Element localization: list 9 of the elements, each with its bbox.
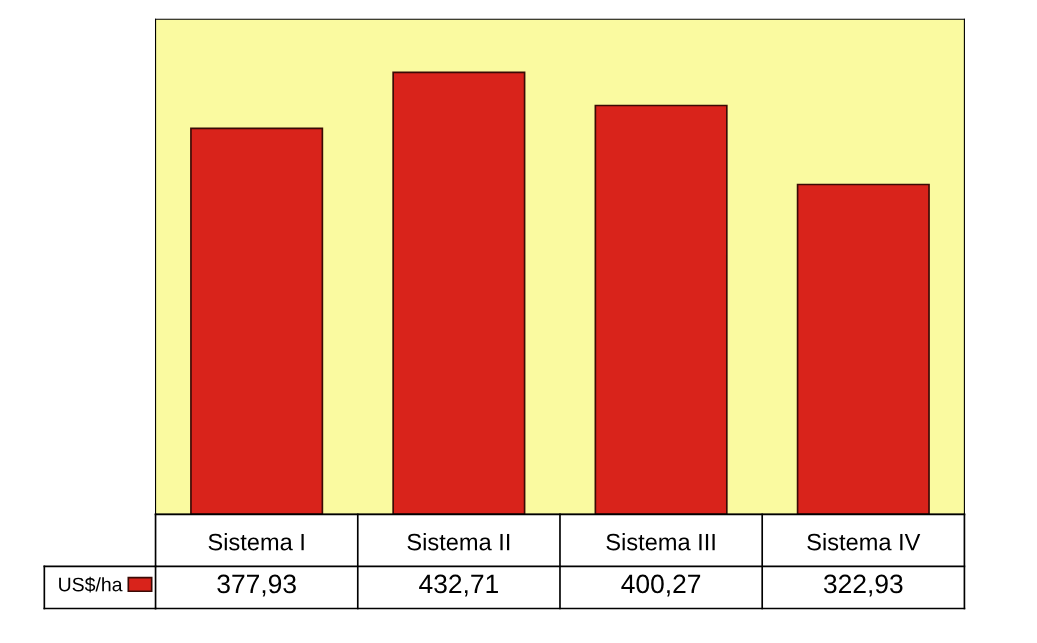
x-tick-label: Sistema I [208,533,304,551]
x-tick-label: Sistema II [407,533,510,551]
data-label: 322,93 [823,574,903,597]
data-label: 400,27 [621,574,701,597]
data-label: 432,71 [419,574,498,597]
data-label: 377,93 [217,574,296,597]
text: US$/ha [59,576,123,593]
x-tick-label: Sistema IV [807,533,921,551]
x-tick-label: Sistema III [606,533,715,551]
